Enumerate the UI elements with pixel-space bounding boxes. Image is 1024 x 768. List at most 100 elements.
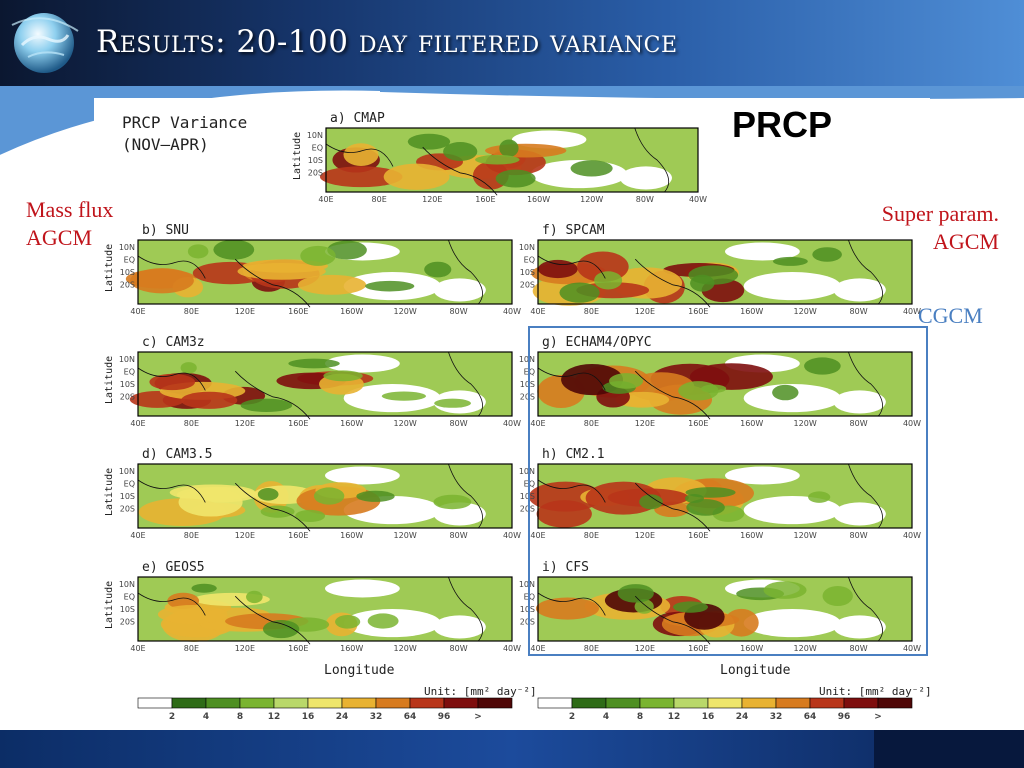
lon-tick-label: 160E bbox=[688, 307, 708, 316]
colorbar-swatch bbox=[477, 697, 513, 709]
variance-blob bbox=[407, 133, 451, 150]
variance-blob bbox=[686, 499, 725, 516]
lon-tick-label: 120E bbox=[635, 531, 655, 540]
lon-tick-label: 80W bbox=[850, 307, 868, 316]
coastline bbox=[848, 576, 883, 642]
map-frame bbox=[137, 463, 513, 529]
slide-header bbox=[0, 0, 1024, 86]
coastline bbox=[634, 370, 711, 420]
coastline bbox=[537, 255, 606, 279]
lon-tick-label: 160E bbox=[288, 307, 308, 316]
low-variance-region bbox=[619, 166, 672, 190]
colorbar-tick: 24 bbox=[736, 712, 749, 722]
colorbar-tick: 64 bbox=[804, 712, 817, 722]
lon-tick-label: 120W bbox=[394, 307, 417, 316]
slide-footer-accent bbox=[874, 730, 1024, 768]
figure-header-line2: (NOV–APR) bbox=[122, 135, 209, 154]
panel-title: g) ECHAM4/OPYC bbox=[542, 335, 652, 350]
coastline bbox=[848, 463, 883, 529]
variance-blob bbox=[246, 590, 263, 604]
variance-blob bbox=[356, 490, 395, 502]
low-variance-region bbox=[743, 272, 841, 301]
colorbar-tick: 8 bbox=[637, 712, 643, 722]
variance-blob bbox=[685, 487, 736, 498]
slide-title: Results: 20-100 day filtered variance bbox=[96, 24, 678, 60]
variance-blob bbox=[213, 239, 255, 260]
lon-tick-label: 160E bbox=[688, 531, 708, 540]
low-variance-region bbox=[743, 496, 841, 525]
variance-blob bbox=[617, 584, 654, 603]
coastline bbox=[137, 479, 206, 503]
lon-tick-label: 160W bbox=[340, 419, 363, 428]
map-panel-d: d) CAM3.5 10N EQ 10S 20S 40E 80E 120E 160E 160W 12… bbox=[104, 447, 521, 540]
lon-tick-label: 40E bbox=[130, 531, 145, 540]
variance-blob bbox=[434, 398, 471, 408]
colorbar-swatch bbox=[775, 697, 811, 709]
lon-tick-label: 80E bbox=[584, 644, 599, 653]
coastline bbox=[848, 351, 883, 417]
lon-tick-label: 40W bbox=[903, 419, 921, 428]
coastline bbox=[234, 482, 311, 532]
y-axis-label: Latitude bbox=[104, 244, 115, 292]
colorbar-swatch bbox=[673, 697, 709, 709]
colorbar-tick: 2 bbox=[169, 712, 175, 722]
variance-blob bbox=[475, 154, 520, 165]
lat-tick-label: 10S bbox=[308, 156, 323, 165]
variance-blob bbox=[383, 163, 450, 190]
low-variance-region bbox=[743, 609, 841, 638]
lat-tick-label: 10N bbox=[119, 580, 135, 589]
panel-title: h) CM2.1 bbox=[542, 447, 605, 462]
cgcm-label: CGCM bbox=[918, 303, 983, 328]
colorbar-swatch bbox=[809, 697, 845, 709]
variance-blob bbox=[262, 620, 300, 639]
lon-tick-label: 120E bbox=[635, 644, 655, 653]
low-variance-region bbox=[433, 278, 486, 302]
colorbar-tick: 12 bbox=[268, 712, 281, 722]
variance-blob bbox=[639, 494, 663, 510]
lon-tick-label: 160W bbox=[340, 531, 363, 540]
lat-tick-label: 10S bbox=[120, 492, 135, 501]
variance-blob bbox=[822, 585, 853, 606]
lon-tick-label: 120E bbox=[235, 531, 255, 540]
x-axis-label-left: Longitude bbox=[324, 663, 395, 678]
low-variance-region bbox=[725, 466, 800, 485]
lon-tick-label: 40W bbox=[903, 307, 921, 316]
variance-blob bbox=[634, 599, 654, 614]
low-variance-region bbox=[325, 354, 400, 373]
lon-tick-label: 80E bbox=[184, 531, 199, 540]
lat-tick-label: 10N bbox=[519, 580, 535, 589]
lat-tick-label: 20S bbox=[120, 393, 135, 402]
variance-blob bbox=[538, 259, 578, 279]
variance-blob bbox=[180, 391, 238, 409]
panel-title: f) SPCAM bbox=[542, 223, 605, 238]
lat-tick-label: EQ bbox=[124, 368, 135, 377]
lat-tick-label: EQ bbox=[124, 480, 135, 489]
lat-tick-label: 10N bbox=[119, 467, 135, 476]
lon-tick-label: 120W bbox=[794, 531, 817, 540]
variance-blob bbox=[678, 381, 719, 401]
lon-tick-label: 40W bbox=[903, 531, 921, 540]
colorbar-swatch bbox=[707, 697, 743, 709]
low-variance-region bbox=[325, 466, 400, 485]
lat-tick-label: 20S bbox=[520, 281, 535, 290]
lon-tick-label: 160W bbox=[527, 195, 550, 204]
lon-tick-label: 80W bbox=[450, 419, 468, 428]
colorbar-swatch bbox=[741, 697, 777, 709]
variance-maps: PRCP Variance (NOV–APR) a) CMAP 10N EQ 10S 2… bbox=[104, 111, 930, 722]
lon-tick-label: 120E bbox=[235, 307, 255, 316]
lon-tick-label: 80W bbox=[850, 644, 868, 653]
colorbar-tick: > bbox=[474, 712, 482, 722]
lat-tick-label: 20S bbox=[520, 618, 535, 627]
mass-flux-label: Mass flux AGCM bbox=[26, 196, 113, 252]
lon-tick-label: 80W bbox=[636, 195, 654, 204]
lon-tick-label: 120E bbox=[235, 644, 255, 653]
lon-tick-label: 160W bbox=[740, 307, 763, 316]
lon-tick-label: 120W bbox=[394, 644, 417, 653]
colorbar-swatch bbox=[171, 697, 207, 709]
colorbar-swatch bbox=[239, 697, 275, 709]
lat-tick-label: 10S bbox=[520, 268, 535, 277]
prcp-label: PRCP bbox=[732, 104, 833, 145]
colorbar-swatch bbox=[375, 697, 411, 709]
map-panel-a: a) CMAP 10N EQ 10S 20S 40E 80E 120E 160E 160W 120W… bbox=[292, 111, 707, 204]
variance-blob bbox=[499, 139, 519, 158]
